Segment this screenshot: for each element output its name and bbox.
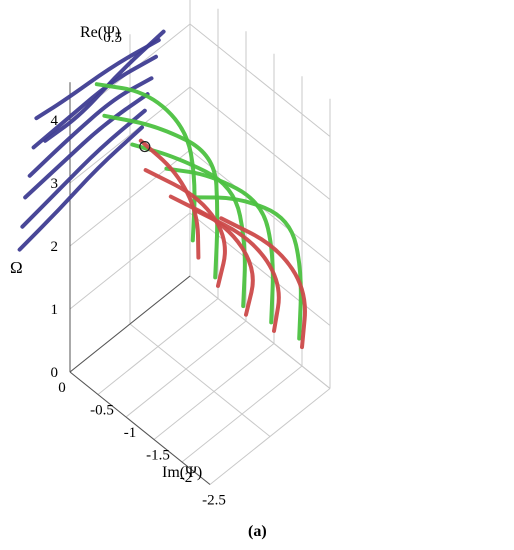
panel-label: (a)	[248, 523, 267, 540]
grid	[69, 0, 331, 485]
im-tick-label: -1.5	[146, 448, 170, 464]
omega-tick-label: 2	[51, 239, 59, 255]
grid-line	[189, 23, 331, 137]
series-green-9	[130, 142, 247, 309]
re-axis-line	[69, 275, 191, 373]
series-red-15	[194, 208, 281, 333]
series-blue-3	[27, 76, 154, 178]
series-red-13	[143, 168, 227, 288]
series-group	[17, 29, 307, 350]
grid-line	[189, 275, 331, 389]
re-tick-label: 0.5	[103, 30, 122, 46]
series-blue-6	[17, 125, 144, 252]
re-axis-label: Re(Ψ)	[80, 24, 120, 41]
series-green-7	[94, 82, 197, 243]
series-blue-5	[20, 108, 147, 229]
grid-line	[69, 212, 191, 310]
series-blue-0	[43, 29, 166, 143]
im-tick-label: -2	[180, 470, 193, 486]
im-tick-label: 0	[58, 380, 66, 396]
series-blue-2	[31, 54, 158, 150]
omega-tick-label: 0	[51, 365, 59, 381]
im-axis-label: Im(Ψ)	[162, 464, 202, 481]
series-green-10	[164, 166, 275, 325]
grid-line	[69, 86, 191, 184]
grid-line	[189, 86, 331, 200]
omega-tick-label: 4	[51, 113, 59, 129]
series-blue-1	[34, 38, 161, 121]
grid-line	[129, 323, 271, 437]
im-tick-label: -1	[124, 425, 137, 441]
series-blue-4	[23, 92, 150, 200]
series-green-8	[102, 113, 220, 280]
highlight-marker	[139, 140, 151, 153]
grid-line	[189, 212, 331, 326]
im-tick-label: -0.5	[90, 403, 114, 419]
im-axis-line	[69, 371, 211, 485]
series-red-16	[219, 216, 307, 350]
omega-axis-label: Ω	[10, 258, 23, 277]
omega-tick-label: 3	[51, 176, 59, 192]
series-green-11	[192, 195, 303, 341]
im-tick-label: -2.5	[202, 493, 226, 509]
omega-tick-label: 1	[51, 302, 59, 318]
